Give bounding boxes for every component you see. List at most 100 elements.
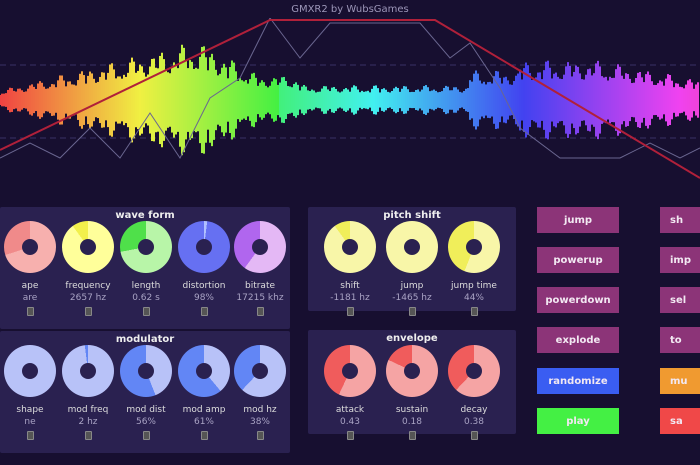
- knob-label: sustain: [395, 405, 429, 415]
- knob-dial[interactable]: [386, 221, 438, 273]
- knob-dial[interactable]: [234, 345, 286, 397]
- lock-icon[interactable]: [346, 307, 354, 316]
- knob-label: length: [131, 281, 161, 291]
- knob-value: 2 hz: [78, 417, 98, 427]
- knob-value: 0.18: [401, 417, 423, 427]
- lock-icon[interactable]: [200, 431, 208, 440]
- knob-label: mod amp: [182, 405, 226, 415]
- knob-label: bitrate: [244, 281, 276, 291]
- knob-value: 0.43: [339, 417, 361, 427]
- knob-dial[interactable]: [324, 221, 376, 273]
- knob-label: mod freq: [67, 405, 109, 415]
- button-play[interactable]: play: [537, 408, 619, 434]
- knob-value: -1181 hz: [330, 293, 370, 303]
- knob-value: 2657 hz: [69, 293, 107, 303]
- knob-label: frequency: [65, 281, 111, 291]
- knob-dial[interactable]: [386, 345, 438, 397]
- knob-dial[interactable]: [120, 345, 172, 397]
- knob-value: 44%: [463, 293, 484, 303]
- knob-center: [196, 239, 212, 255]
- knob-label: shift: [340, 281, 360, 291]
- knob-dial[interactable]: [448, 221, 500, 273]
- knob-value: -1465 hz: [392, 293, 432, 303]
- knob-pitch-2[interactable]: jump time 44%: [446, 221, 502, 316]
- app-title: GMXR2 by WubsGames: [291, 4, 409, 15]
- button-jump[interactable]: jump: [537, 207, 619, 233]
- knob-center: [252, 239, 268, 255]
- panel-title: envelope: [386, 333, 438, 344]
- button-powerdown[interactable]: powerdown: [537, 287, 619, 313]
- knob-pitch-0[interactable]: shift -1181 hz: [322, 221, 378, 316]
- lock-icon[interactable]: [26, 307, 34, 316]
- lock-icon[interactable]: [84, 307, 92, 316]
- knob-dial[interactable]: [178, 345, 230, 397]
- waveform-display: [0, 18, 700, 179]
- lock-icon[interactable]: [408, 307, 416, 316]
- knob-waveform-1[interactable]: frequency 2657 hz: [60, 221, 116, 316]
- knob-label: attack: [335, 405, 365, 415]
- lock-icon[interactable]: [200, 307, 208, 316]
- knob-dial[interactable]: [234, 221, 286, 273]
- lock-icon[interactable]: [346, 431, 354, 440]
- knob-label: ape: [21, 281, 39, 291]
- knob-label: jump: [400, 281, 424, 291]
- knob-label: jump time: [451, 281, 497, 291]
- lock-icon[interactable]: [256, 431, 264, 440]
- knob-center: [404, 363, 420, 379]
- knob-center: [80, 363, 96, 379]
- knob-envelope-1[interactable]: sustain 0.18: [384, 345, 440, 440]
- knob-envelope-0[interactable]: attack 0.43: [322, 345, 378, 440]
- knob-waveform-4[interactable]: bitrate 17215 khz: [232, 221, 288, 316]
- button-sh[interactable]: sh: [660, 207, 700, 233]
- knob-dial[interactable]: [62, 345, 114, 397]
- button-explode[interactable]: explode: [537, 327, 619, 353]
- button-to[interactable]: to: [660, 327, 700, 353]
- knob-waveform-2[interactable]: length 0.62 s: [118, 221, 174, 316]
- lock-icon[interactable]: [470, 307, 478, 316]
- lock-icon[interactable]: [142, 307, 150, 316]
- button-imp[interactable]: imp: [660, 247, 700, 273]
- button-sa[interactable]: sa: [660, 408, 700, 434]
- lock-icon[interactable]: [256, 307, 264, 316]
- lock-icon[interactable]: [408, 431, 416, 440]
- knob-dial[interactable]: [62, 221, 114, 273]
- knob-center: [196, 363, 212, 379]
- knob-center: [80, 239, 96, 255]
- button-mu[interactable]: mu: [660, 368, 700, 394]
- knob-center: [466, 239, 482, 255]
- knob-center: [22, 363, 38, 379]
- button-powerup[interactable]: powerup: [537, 247, 619, 273]
- lock-icon[interactable]: [26, 431, 34, 440]
- panel-title: wave form: [115, 210, 175, 221]
- lock-icon[interactable]: [470, 431, 478, 440]
- knob-value: 0.38: [463, 417, 485, 427]
- knob-value: 56%: [135, 417, 156, 427]
- knob-value: 17215 khz: [236, 293, 284, 303]
- knob-modulator-2[interactable]: mod dist 56%: [118, 345, 174, 440]
- knob-label: shape: [16, 405, 44, 415]
- knob-modulator-1[interactable]: mod freq 2 hz: [60, 345, 116, 440]
- knob-waveform-0[interactable]: ape are: [2, 221, 58, 316]
- knob-value: ne: [24, 417, 36, 427]
- knob-pitch-1[interactable]: jump -1465 hz: [384, 221, 440, 316]
- button-randomize[interactable]: randomize: [537, 368, 619, 394]
- lock-icon[interactable]: [142, 431, 150, 440]
- knob-label: mod dist: [126, 405, 166, 415]
- knob-dial[interactable]: [120, 221, 172, 273]
- knob-value: 0.62 s: [132, 293, 160, 303]
- lock-icon[interactable]: [84, 431, 92, 440]
- knob-dial[interactable]: [448, 345, 500, 397]
- knob-dial[interactable]: [4, 221, 56, 273]
- knob-center: [342, 363, 358, 379]
- knob-modulator-4[interactable]: mod hz 38%: [232, 345, 288, 440]
- knob-waveform-3[interactable]: distortion 98%: [176, 221, 232, 316]
- knob-modulator-3[interactable]: mod amp 61%: [176, 345, 232, 440]
- knob-envelope-2[interactable]: decay 0.38: [446, 345, 502, 440]
- knob-label: distortion: [182, 281, 226, 291]
- knob-dial[interactable]: [178, 221, 230, 273]
- button-sel[interactable]: sel: [660, 287, 700, 313]
- knob-dial[interactable]: [324, 345, 376, 397]
- knob-dial[interactable]: [4, 345, 56, 397]
- knob-label: mod hz: [243, 405, 277, 415]
- knob-modulator-0[interactable]: shape ne: [2, 345, 58, 440]
